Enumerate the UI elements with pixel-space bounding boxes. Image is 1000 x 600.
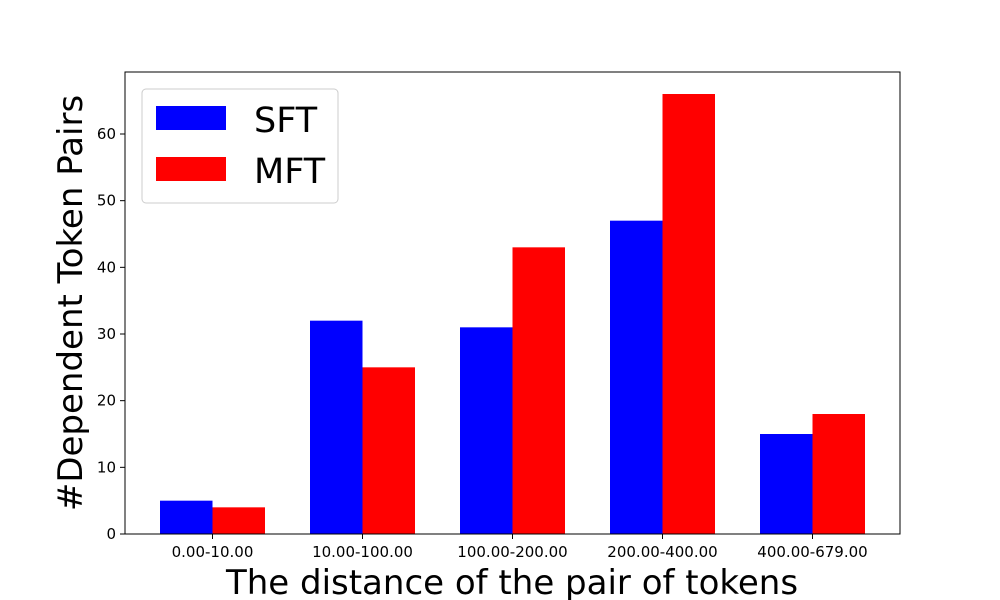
x-tick-label-0-00-10-00: 0.00-10.00 <box>172 543 254 561</box>
legend-label-sft: SFT <box>254 101 318 141</box>
x-tick-label-100-00-200-00: 100.00-200.00 <box>457 543 567 561</box>
x-tick-label-400-00-679-00: 400.00-679.00 <box>757 543 867 561</box>
bar-mft-200-00-400-00 <box>662 94 715 534</box>
bar-sft-10-00-100-00 <box>310 320 363 534</box>
y-axis-ticks: 0 10 20 30 40 50 60 <box>97 125 125 543</box>
x-axis-ticks: 0.00-10.00 10.00-100.00 100.00-200.00 200.0… <box>172 534 868 561</box>
y-tick-label-20: 20 <box>97 392 116 410</box>
bar-mft-0-00-10-00 <box>212 507 265 534</box>
legend: SFT MFT <box>141 88 339 204</box>
legend-swatch-mft <box>156 157 226 181</box>
y-tick-label-30: 30 <box>97 325 116 343</box>
bar-mft-400-00-679-00 <box>812 414 865 534</box>
x-tick-label-10-00-100-00: 10.00-100.00 <box>312 543 413 561</box>
bar-sft-100-00-200-00 <box>460 327 513 534</box>
x-axis-label: The distance of the pair of tokens <box>225 563 798 600</box>
y-tick-label-40: 40 <box>97 258 116 276</box>
bar-mft-100-00-200-00 <box>512 247 565 535</box>
y-tick-label-60: 60 <box>97 125 116 143</box>
legend-swatch-sft <box>156 106 226 130</box>
y-tick-label-50: 50 <box>97 192 116 210</box>
bar-mft-10-00-100-00 <box>362 367 415 534</box>
bar-sft-0-00-10-00 <box>160 500 213 534</box>
bars-layer <box>160 94 865 535</box>
y-tick-label-0: 0 <box>106 525 116 543</box>
bar-sft-200-00-400-00 <box>610 220 663 534</box>
legend-label-mft: MFT <box>254 152 326 192</box>
y-axis-label: #Dependent Token Pairs <box>51 95 91 511</box>
y-tick-label-10: 10 <box>97 458 116 476</box>
x-tick-label-200-00-400-00: 200.00-400.00 <box>607 543 717 561</box>
bar-sft-400-00-679-00 <box>760 434 813 534</box>
